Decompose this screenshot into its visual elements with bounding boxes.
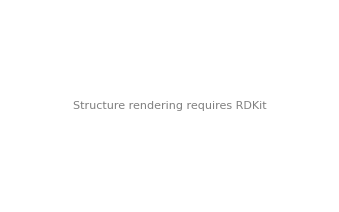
Text: Structure rendering requires RDKit: Structure rendering requires RDKit (73, 101, 266, 111)
